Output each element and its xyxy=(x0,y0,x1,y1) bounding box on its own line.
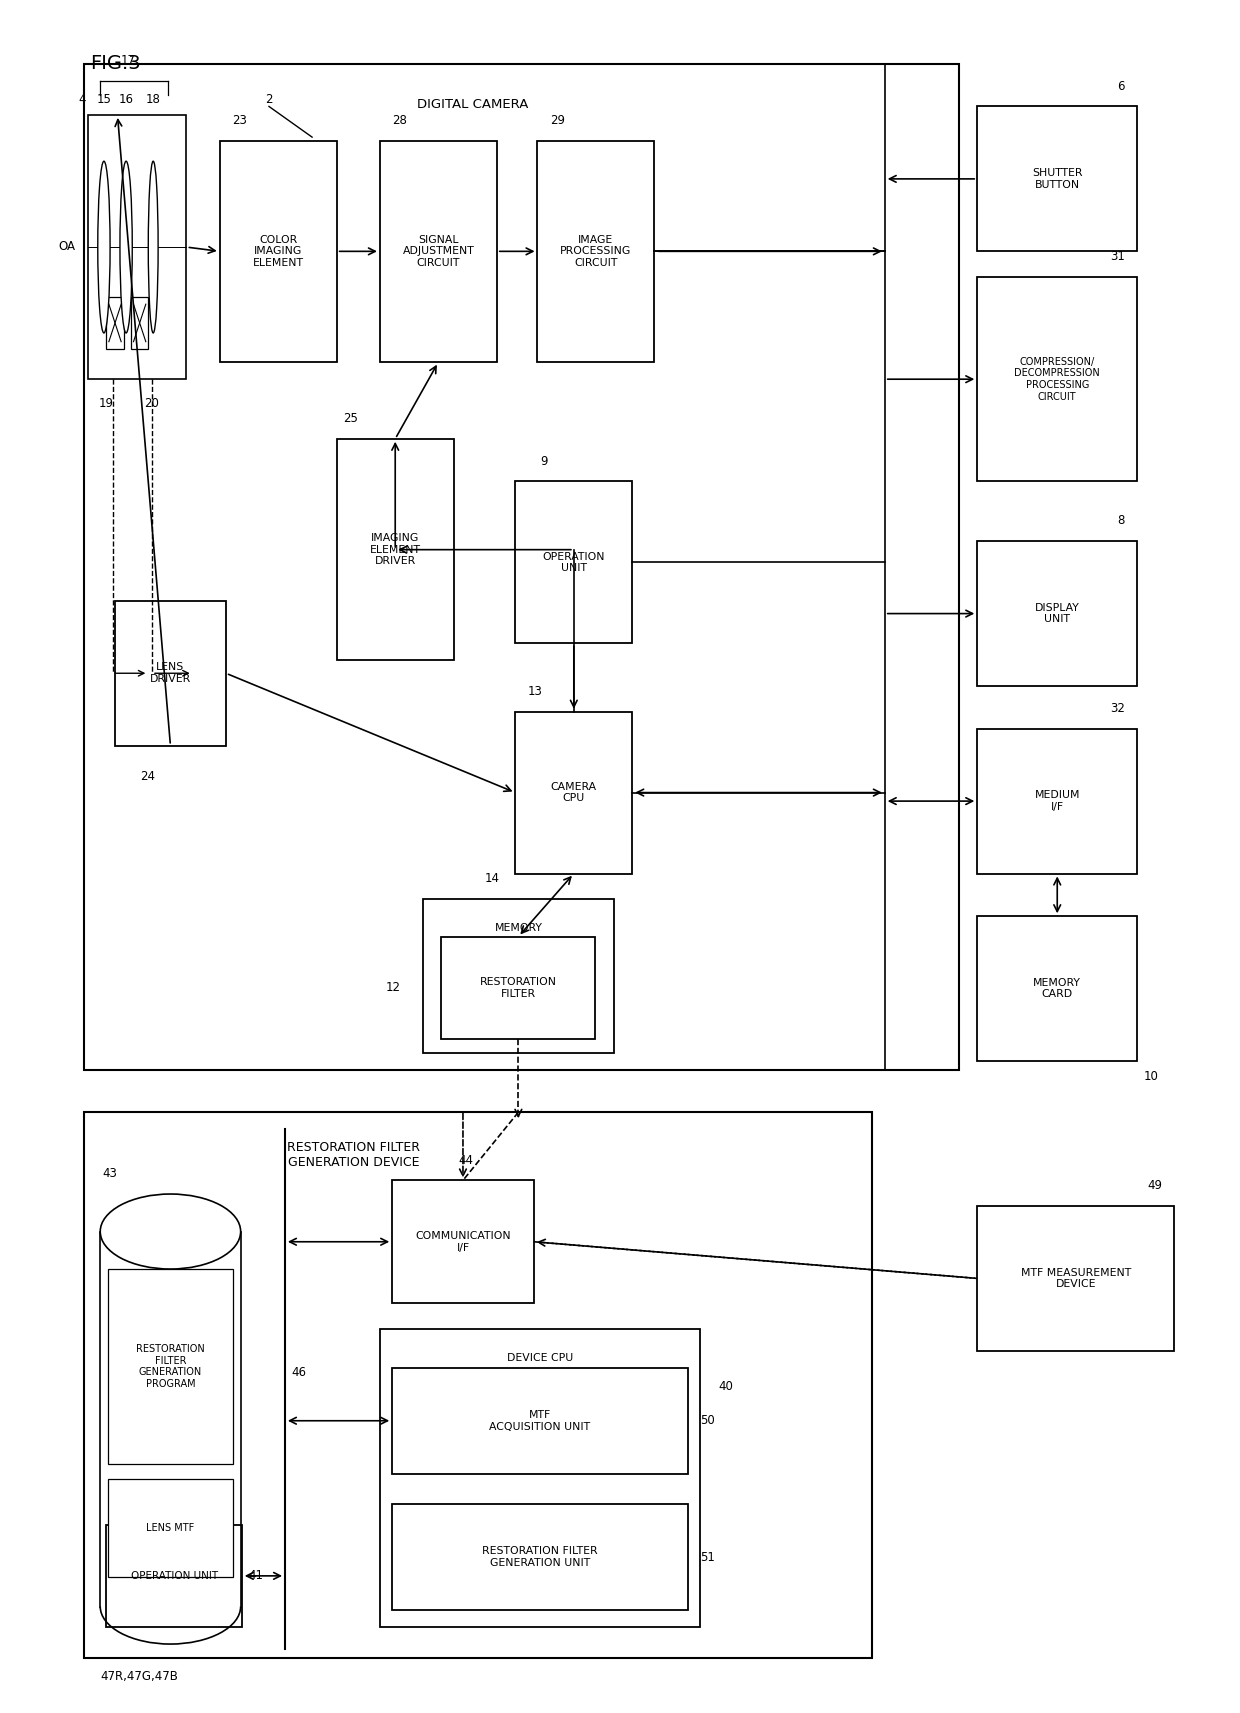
Bar xyxy=(84,1112,873,1658)
Bar xyxy=(88,115,186,379)
Bar xyxy=(107,298,124,348)
Bar xyxy=(115,601,226,745)
Text: IMAGING
ELEMENT
DRIVER: IMAGING ELEMENT DRIVER xyxy=(370,533,420,567)
Bar xyxy=(107,1525,242,1627)
Text: 14: 14 xyxy=(485,872,500,886)
Text: OPERATION UNIT: OPERATION UNIT xyxy=(130,1571,218,1581)
Text: 6: 6 xyxy=(1117,81,1125,93)
Text: 15: 15 xyxy=(97,94,112,106)
Bar xyxy=(108,1478,233,1576)
Text: LENS
DRIVER: LENS DRIVER xyxy=(150,663,191,683)
Bar xyxy=(537,140,655,361)
Text: 12: 12 xyxy=(386,982,401,994)
Text: DEVICE CPU: DEVICE CPU xyxy=(507,1353,573,1362)
Bar xyxy=(392,1180,533,1304)
Text: RESTORATION
FILTER
GENERATION
PROGRAM: RESTORATION FILTER GENERATION PROGRAM xyxy=(136,1345,205,1389)
Text: COMMUNICATION
I/F: COMMUNICATION I/F xyxy=(415,1232,511,1252)
Text: 50: 50 xyxy=(701,1415,714,1427)
Text: 43: 43 xyxy=(103,1167,118,1180)
Text: 16: 16 xyxy=(119,94,134,106)
Text: DIGITAL CAMERA: DIGITAL CAMERA xyxy=(417,98,528,111)
Bar xyxy=(379,1329,701,1627)
Text: MEMORY
CARD: MEMORY CARD xyxy=(1033,978,1081,999)
Text: 9: 9 xyxy=(539,456,547,468)
Text: 17: 17 xyxy=(122,55,136,67)
Text: 24: 24 xyxy=(140,771,155,783)
Text: 32: 32 xyxy=(1110,702,1125,714)
Text: 51: 51 xyxy=(701,1550,715,1564)
Bar xyxy=(423,899,614,1052)
Text: 8: 8 xyxy=(1117,514,1125,528)
Text: 18: 18 xyxy=(146,94,161,106)
Text: 40: 40 xyxy=(718,1381,733,1393)
Bar xyxy=(977,278,1137,481)
Text: MEDIUM
I/F: MEDIUM I/F xyxy=(1034,790,1080,812)
Text: DISPLAY
UNIT: DISPLAY UNIT xyxy=(1035,603,1080,624)
Bar xyxy=(516,481,632,644)
Text: OPERATION
UNIT: OPERATION UNIT xyxy=(543,552,605,574)
Text: 47R,47G,47B: 47R,47G,47B xyxy=(100,1670,179,1682)
Text: 41: 41 xyxy=(248,1569,263,1583)
Text: 49: 49 xyxy=(1147,1179,1162,1192)
Text: MTF MEASUREMENT
DEVICE: MTF MEASUREMENT DEVICE xyxy=(1021,1268,1131,1290)
Ellipse shape xyxy=(120,161,133,332)
Text: 13: 13 xyxy=(528,685,542,697)
Text: 46: 46 xyxy=(291,1367,306,1379)
Bar xyxy=(219,140,337,361)
Bar xyxy=(977,728,1137,874)
Bar xyxy=(337,439,454,661)
Bar xyxy=(977,916,1137,1060)
Text: 19: 19 xyxy=(99,397,114,409)
Ellipse shape xyxy=(100,1194,241,1269)
Bar xyxy=(977,541,1137,685)
Bar xyxy=(516,711,632,874)
Bar xyxy=(108,1269,233,1465)
Text: CAMERA
CPU: CAMERA CPU xyxy=(551,781,596,803)
Bar xyxy=(379,140,497,361)
Text: 31: 31 xyxy=(1110,250,1125,264)
Text: 20: 20 xyxy=(145,397,160,409)
Text: 28: 28 xyxy=(392,113,407,127)
Text: LENS MTF: LENS MTF xyxy=(146,1523,195,1533)
Text: 25: 25 xyxy=(343,413,358,425)
Bar xyxy=(131,298,149,348)
Bar xyxy=(977,106,1137,252)
Bar xyxy=(392,1369,688,1473)
Text: RESTORATION FILTER
GENERATION DEVICE: RESTORATION FILTER GENERATION DEVICE xyxy=(288,1141,420,1170)
Bar xyxy=(977,1206,1174,1352)
Text: SIGNAL
ADJUSTMENT
CIRCUIT: SIGNAL ADJUSTMENT CIRCUIT xyxy=(403,235,474,267)
Text: RESTORATION FILTER
GENERATION UNIT: RESTORATION FILTER GENERATION UNIT xyxy=(482,1547,598,1567)
Bar xyxy=(441,937,595,1038)
Bar xyxy=(84,63,959,1069)
Text: 29: 29 xyxy=(549,113,564,127)
Text: RESTORATION
FILTER: RESTORATION FILTER xyxy=(480,976,557,999)
Text: 10: 10 xyxy=(1143,1069,1158,1083)
Text: FIG.3: FIG.3 xyxy=(91,55,141,74)
Text: COMPRESSION/
DECOMPRESSION
PROCESSING
CIRCUIT: COMPRESSION/ DECOMPRESSION PROCESSING CI… xyxy=(1014,356,1100,401)
Text: IMAGE
PROCESSING
CIRCUIT: IMAGE PROCESSING CIRCUIT xyxy=(560,235,631,267)
Text: 2: 2 xyxy=(265,94,273,106)
Text: 23: 23 xyxy=(232,113,247,127)
Bar xyxy=(392,1504,688,1610)
Text: MTF
ACQUISITION UNIT: MTF ACQUISITION UNIT xyxy=(490,1410,590,1432)
Text: COLOR
IMAGING
ELEMENT: COLOR IMAGING ELEMENT xyxy=(253,235,304,267)
Text: 4: 4 xyxy=(78,94,86,106)
Text: MEMORY: MEMORY xyxy=(495,923,542,934)
Text: 44: 44 xyxy=(459,1155,474,1167)
Ellipse shape xyxy=(98,161,110,332)
Ellipse shape xyxy=(149,161,159,332)
Text: OA: OA xyxy=(58,240,76,254)
Text: SHUTTER
BUTTON: SHUTTER BUTTON xyxy=(1032,168,1083,190)
